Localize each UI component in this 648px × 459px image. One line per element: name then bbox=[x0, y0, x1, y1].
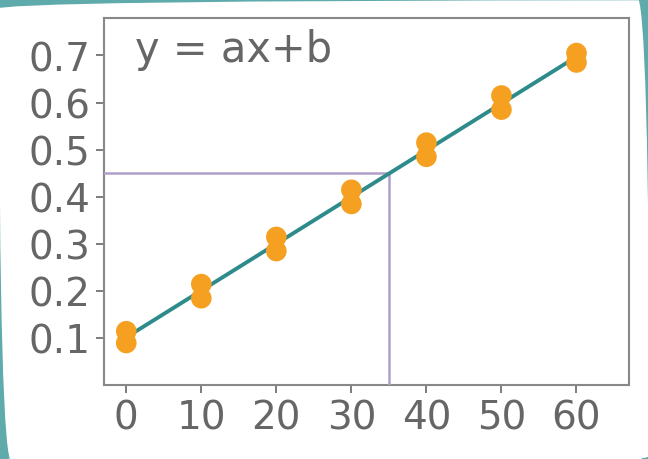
Point bbox=[496, 106, 506, 114]
Y-axis label: y = Measurement value: y = Measurement value bbox=[0, 0, 1, 459]
Point bbox=[196, 295, 206, 302]
Point bbox=[421, 140, 432, 147]
Point bbox=[346, 186, 356, 194]
Point bbox=[121, 340, 132, 347]
Point bbox=[121, 328, 132, 335]
Point bbox=[496, 92, 506, 100]
Point bbox=[346, 201, 356, 208]
Point bbox=[571, 50, 581, 57]
Text: y = ax+b: y = ax+b bbox=[135, 29, 332, 71]
Point bbox=[196, 280, 206, 288]
Point bbox=[271, 248, 281, 255]
Point bbox=[571, 59, 581, 67]
Point bbox=[271, 234, 281, 241]
Point bbox=[421, 154, 432, 161]
